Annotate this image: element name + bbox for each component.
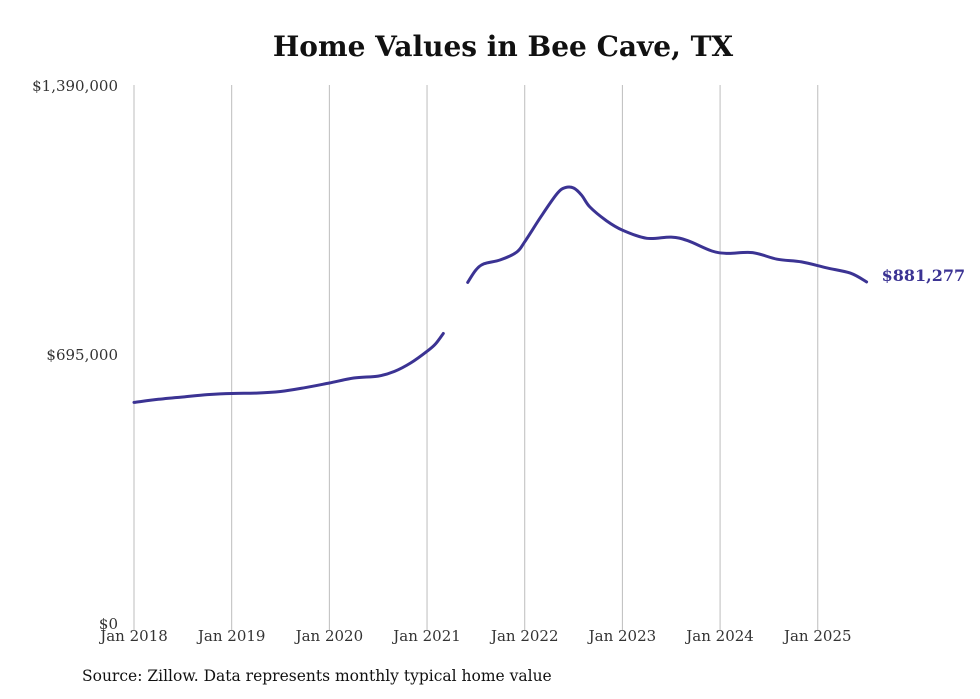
x-tick-label: Jan 2024 — [684, 627, 754, 645]
x-tick-label: Jan 2023 — [587, 627, 657, 645]
y-tick-label: $0 — [99, 615, 118, 633]
x-tick-label: Jan 2020 — [294, 627, 364, 645]
y-tick-label: $1,390,000 — [32, 77, 118, 95]
x-axis-ticks: Jan 2018 Jan 2019 Jan 2020 Jan 2021 Jan 2022… — [98, 627, 851, 645]
y-axis-ticks: $0 $695,000 $1,390,000 — [32, 77, 118, 633]
x-tick-label: Jan 2021 — [391, 627, 461, 645]
source-note: Source: Zillow. Data represents monthly … — [82, 667, 552, 685]
chart-title: Home Values in Bee Cave, TX — [272, 30, 734, 63]
x-tick-label: Jan 2019 — [196, 627, 266, 645]
series-line-segment — [132, 332, 445, 404]
vertical-grid — [133, 85, 819, 630]
home-value-series — [132, 185, 869, 404]
x-tick-label: Jan 2022 — [489, 627, 559, 645]
end-value-label: $881,277 — [882, 266, 966, 285]
x-tick-label: Jan 2025 — [782, 627, 852, 645]
x-tick-label: Jan 2018 — [98, 627, 168, 645]
series-line-segment — [466, 185, 869, 284]
y-tick-label: $695,000 — [46, 346, 118, 364]
